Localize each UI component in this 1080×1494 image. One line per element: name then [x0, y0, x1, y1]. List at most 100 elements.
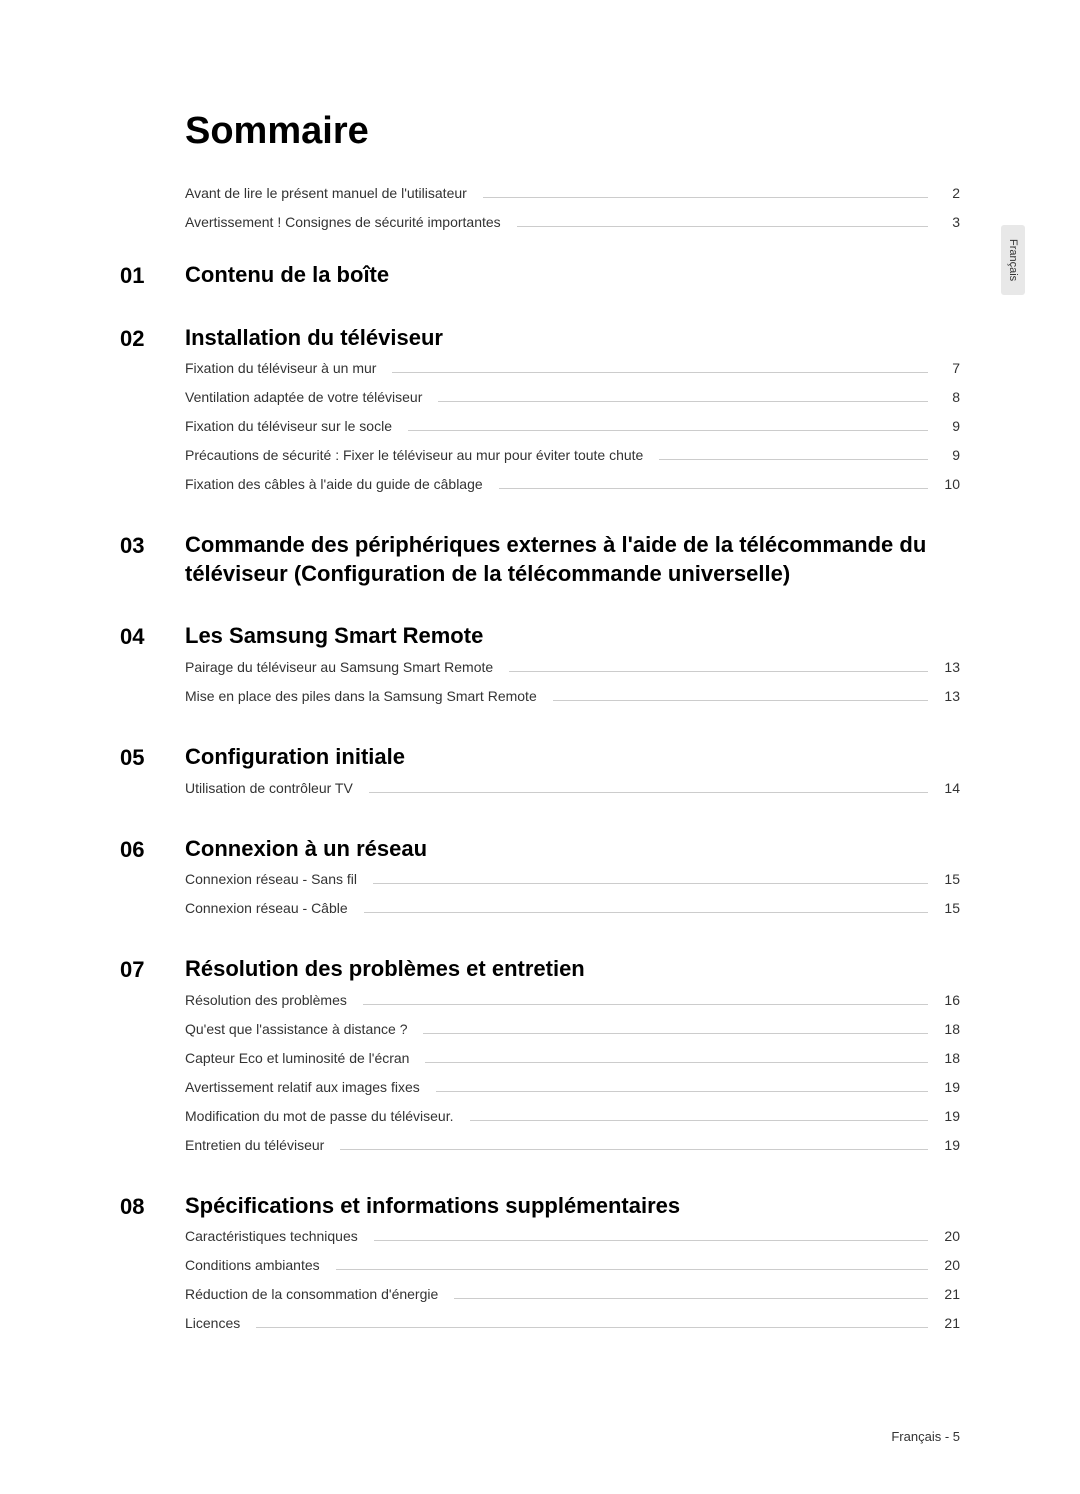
toc-leader-line	[374, 1240, 928, 1241]
toc-entry-label: Fixation du téléviseur à un mur	[185, 358, 384, 379]
toc-entry-label: Fixation des câbles à l'aide du guide de…	[185, 474, 491, 495]
toc-entry-label: Utilisation de contrôleur TV	[185, 778, 361, 799]
toc-entry: Conditions ambiantes20	[185, 1255, 960, 1276]
toc-entry: Avertissement relatif aux images fixes19	[185, 1077, 960, 1098]
toc-entry-page: 21	[936, 1284, 960, 1305]
section-title: Contenu de la boîte	[185, 261, 960, 290]
toc-entry-label: Entretien du téléviseur	[185, 1135, 332, 1156]
section-content: Résolution des problèmes et entretien Rés…	[185, 955, 960, 1164]
toc-leader-line	[553, 700, 928, 701]
section-number: 06	[120, 835, 185, 863]
toc-entry-page: 20	[936, 1255, 960, 1276]
toc-entry-page: 15	[936, 898, 960, 919]
toc-entry: Connexion réseau - Sans fil15	[185, 869, 960, 890]
toc-entry-page: 13	[936, 686, 960, 707]
toc-entry-label: Avertissement ! Consignes de sécurité im…	[185, 212, 509, 233]
toc-entry-label: Avant de lire le présent manuel de l'uti…	[185, 183, 475, 204]
section-content: Installation du téléviseur Fixation du té…	[185, 324, 960, 504]
section-number: 07	[120, 955, 185, 983]
toc-leader-line	[363, 1004, 928, 1005]
toc-entry: Capteur Eco et luminosité de l'écran 18	[185, 1048, 960, 1069]
toc-leader-line	[499, 488, 928, 489]
toc-leader-line	[364, 912, 928, 913]
toc-entry: Précautions de sécurité : Fixer le télév…	[185, 445, 960, 466]
toc-entry-page: 9	[936, 445, 960, 466]
toc-entry-page: 13	[936, 657, 960, 678]
toc-section: 05Configuration initialeUtilisation de c…	[120, 743, 960, 807]
section-title: Installation du téléviseur	[185, 324, 960, 353]
toc-entry-label: Qu'est que l'assistance à distance ?	[185, 1019, 415, 1040]
toc-entry-page: 16	[936, 990, 960, 1011]
toc-leader-line	[438, 401, 928, 402]
toc-entry-page: 18	[936, 1048, 960, 1069]
section-title: Commande des périphériques externes à l'…	[185, 531, 960, 588]
section-content: Contenu de la boîte	[185, 261, 960, 296]
section-number: 08	[120, 1192, 185, 1220]
toc-entry: Ventilation adaptée de votre téléviseur8	[185, 387, 960, 408]
toc-entry: Pairage du téléviseur au Samsung Smart R…	[185, 657, 960, 678]
section-title: Spécifications et informations supplémen…	[185, 1192, 960, 1221]
toc-entry-page: 14	[936, 778, 960, 799]
toc-entry: Résolution des problèmes16	[185, 990, 960, 1011]
toc-entry-label: Caractéristiques techniques	[185, 1226, 366, 1247]
toc-entry: Fixation des câbles à l'aide du guide de…	[185, 474, 960, 495]
toc-leader-line	[423, 1033, 928, 1034]
toc-section: 03Commande des périphériques externes à …	[120, 531, 960, 594]
toc-leader-line	[470, 1120, 929, 1121]
toc-entry-page: 19	[936, 1135, 960, 1156]
toc-entry: Qu'est que l'assistance à distance ? 18	[185, 1019, 960, 1040]
toc-section: 04Les Samsung Smart RemotePairage du tél…	[120, 622, 960, 715]
page-footer: Français - 5	[891, 1429, 960, 1444]
toc-entry-label: Fixation du téléviseur sur le socle	[185, 416, 400, 437]
toc-entry-label: Modification du mot de passe du télévise…	[185, 1106, 462, 1127]
toc-leader-line	[392, 372, 928, 373]
toc-leader-line	[369, 792, 928, 793]
toc-entry: Caractéristiques techniques 20	[185, 1226, 960, 1247]
section-content: Les Samsung Smart Remote Pairage du télév…	[185, 622, 960, 715]
toc-entry-page: 20	[936, 1226, 960, 1247]
toc-entry-page: 9	[936, 416, 960, 437]
toc-container: Sommaire Avant de lire le présent manuel…	[120, 110, 960, 1342]
intro-entries: Avant de lire le présent manuel de l'uti…	[185, 183, 960, 233]
section-title: Connexion à un réseau	[185, 835, 960, 864]
toc-leader-line	[340, 1149, 928, 1150]
section-number: 02	[120, 324, 185, 352]
toc-entry-page: 8	[936, 387, 960, 408]
section-content: Spécifications et informations supplémen…	[185, 1192, 960, 1343]
section-number: 03	[120, 531, 185, 559]
toc-entry-label: Pairage du téléviseur au Samsung Smart R…	[185, 657, 501, 678]
toc-section: 07Résolution des problèmes et entretienR…	[120, 955, 960, 1164]
toc-section: 06Connexion à un réseau Connexion réseau …	[120, 835, 960, 928]
toc-leader-line	[454, 1298, 928, 1299]
toc-entry-label: Connexion réseau - Sans fil	[185, 869, 365, 890]
toc-entry-label: Connexion réseau - Câble	[185, 898, 356, 919]
toc-entry: Fixation du téléviseur sur le socle 9	[185, 416, 960, 437]
toc-entry: Réduction de la consommation d'énergie21	[185, 1284, 960, 1305]
toc-entry: Avertissement ! Consignes de sécurité im…	[185, 212, 960, 233]
toc-section: 02Installation du téléviseur Fixation du …	[120, 324, 960, 504]
toc-leader-line	[509, 671, 928, 672]
toc-section: 08Spécifications et informations supplém…	[120, 1192, 960, 1343]
language-tab: Français	[1001, 225, 1025, 295]
toc-entry: Entretien du téléviseur 19	[185, 1135, 960, 1156]
toc-entry-page: 7	[936, 358, 960, 379]
toc-entry-page: 18	[936, 1019, 960, 1040]
toc-entry-page: 21	[936, 1313, 960, 1334]
toc-entry-label: Capteur Eco et luminosité de l'écran	[185, 1048, 417, 1069]
section-title: Résolution des problèmes et entretien	[185, 955, 960, 984]
toc-entry: Connexion réseau - Câble 15	[185, 898, 960, 919]
toc-leader-line	[483, 197, 928, 198]
toc-entry: Avant de lire le présent manuel de l'uti…	[185, 183, 960, 204]
section-number: 01	[120, 261, 185, 289]
toc-leader-line	[373, 883, 928, 884]
toc-entry: Modification du mot de passe du télévise…	[185, 1106, 960, 1127]
toc-leader-line	[336, 1269, 928, 1270]
toc-entry-page: 10	[936, 474, 960, 495]
section-title: Les Samsung Smart Remote	[185, 622, 960, 651]
toc-leader-line	[408, 430, 928, 431]
section-content: Connexion à un réseau Connexion réseau - …	[185, 835, 960, 928]
toc-entry-label: Licences	[185, 1313, 248, 1334]
toc-leader-line	[436, 1091, 928, 1092]
page-title: Sommaire	[185, 110, 960, 153]
toc-entry: Licences 21	[185, 1313, 960, 1334]
